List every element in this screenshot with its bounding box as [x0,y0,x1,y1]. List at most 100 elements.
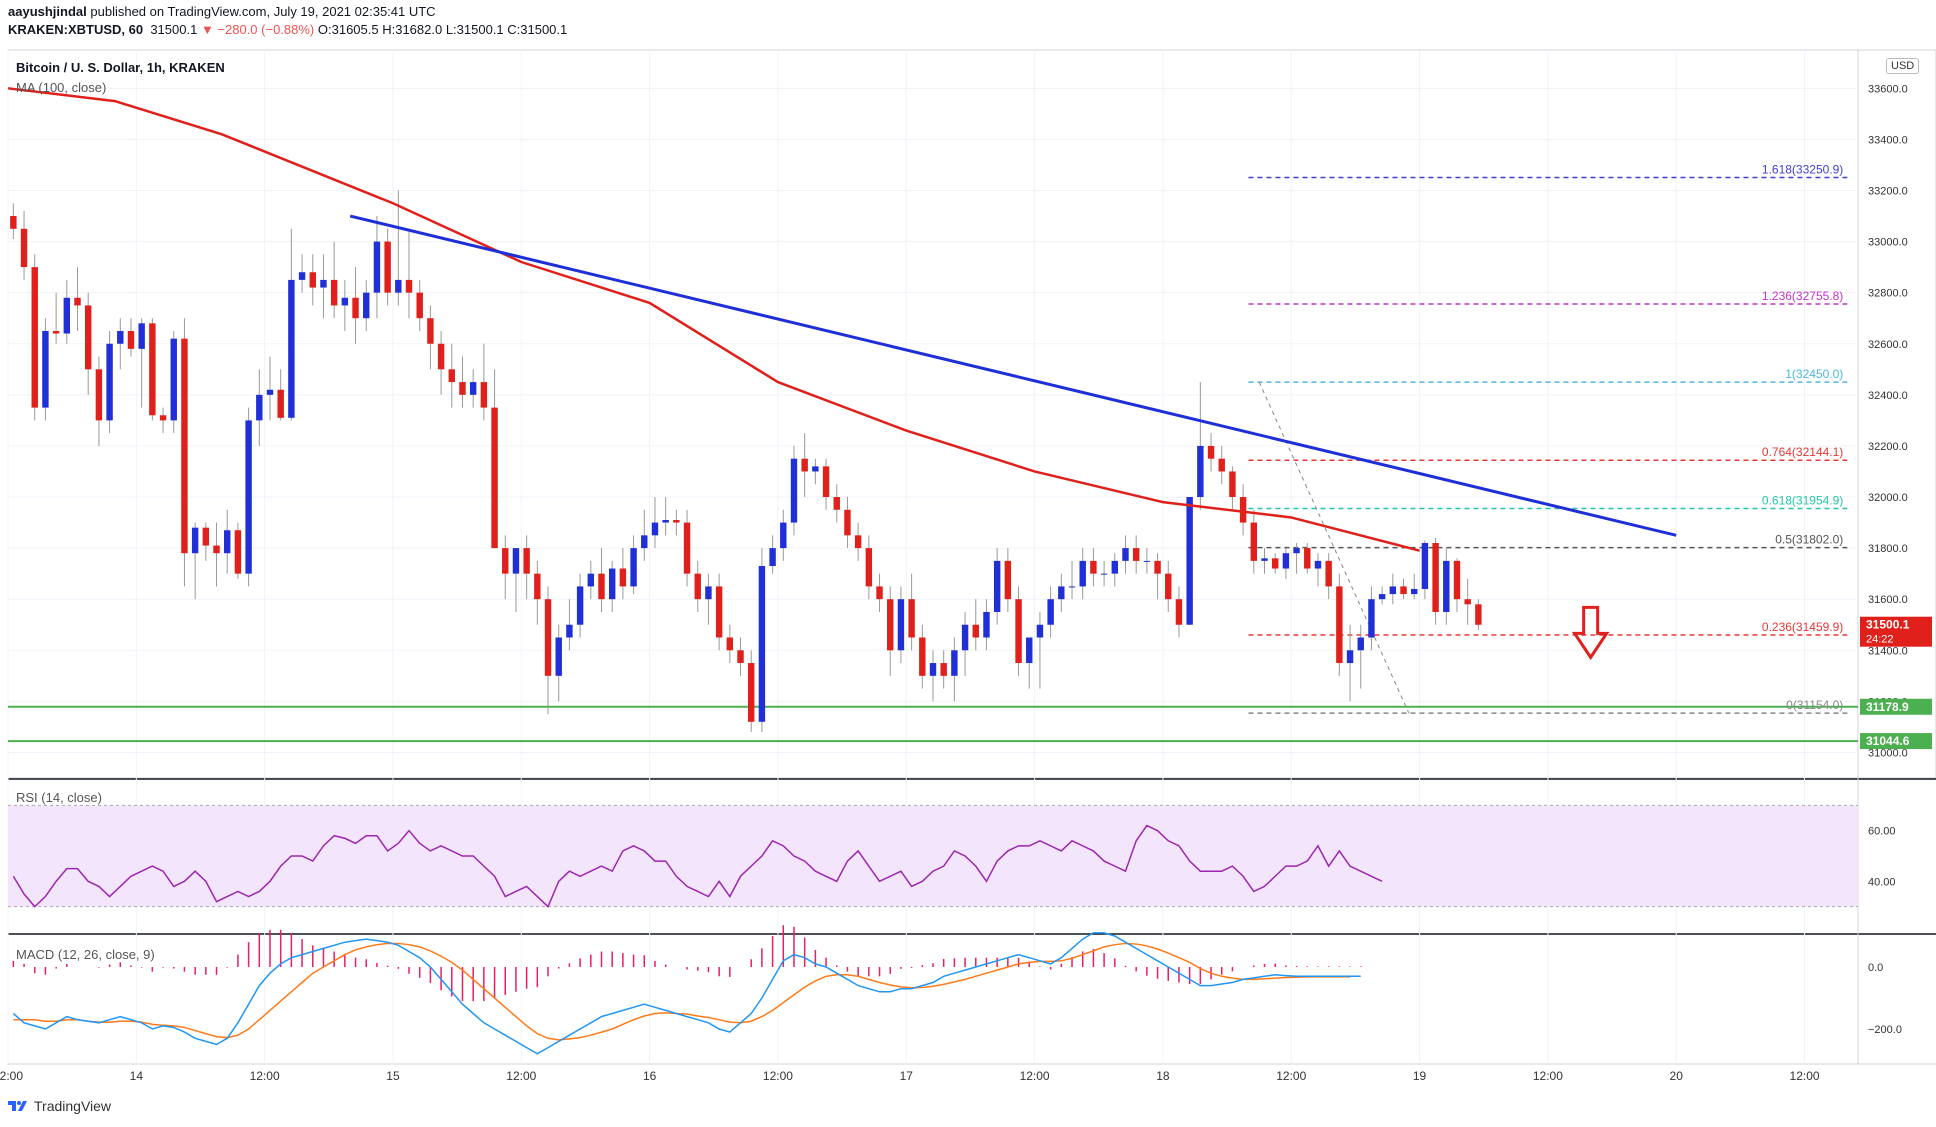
price-tick-label: 31800.0 [1868,543,1908,555]
candle-body [117,330,124,344]
candle-body [298,272,306,280]
candle-body [1271,558,1279,569]
candle-body [1250,522,1258,561]
candle-body [1026,637,1033,664]
candle-body [1368,599,1375,638]
time-tick-label: 19 [1413,1069,1427,1083]
candle-body [1421,542,1429,589]
rsi-line [12,824,1383,908]
candle-body [224,530,231,554]
candle-body [1068,586,1076,588]
publish-line: aayushjindal published on TradingView.co… [8,4,436,19]
candle-body [395,279,402,293]
time-tick-label: 14 [130,1069,144,1083]
candle-body [619,568,627,587]
bearish-trend-line [349,214,1677,537]
candle-body [1058,586,1065,600]
rsi-legend: RSI (14, close) [16,790,102,805]
candle-body [534,573,541,600]
candle-body [149,323,156,416]
candle-body [523,548,530,574]
price-tick-label: 33000.0 [1868,237,1908,249]
candle-body [951,650,958,676]
candle-body [341,297,349,306]
macd-signal-line [13,942,1351,1041]
branding-text: TradingView [34,1098,112,1114]
ohlc-values: O:31605.5 H:31682.0 L:31500.1 C:31500.1 [317,22,568,37]
candle-body [330,279,338,306]
candle-body [1132,548,1140,561]
candle-body [352,297,359,319]
candle-body [1015,599,1022,664]
candle-body [919,637,926,676]
candle-body [630,548,637,587]
time-tick-label: 18 [1156,1069,1170,1083]
publisher-name[interactable]: aayushjindal [8,4,87,19]
time-tick-label: 12:00 [250,1069,280,1083]
candle-body [234,530,242,574]
fib-level-label: 0.236(31459.9) [1762,620,1843,634]
symbol-line: KRAKEN:XBTUSD, 60 31500.1 ▼ −280.0 (−0.8… [8,22,567,37]
macd-line [12,932,1361,1055]
candle-body [245,420,252,574]
price-tag [1860,733,1932,750]
candle-body [416,292,423,319]
candle-body [662,520,669,523]
candle-body [897,599,905,651]
candle-body [694,573,701,600]
rsi-tick-label: 60.00 [1868,826,1896,838]
symbol: KRAKEN:XBTUSD, 60 [8,22,144,37]
candle-body [373,241,381,293]
candle-body [1304,548,1311,569]
currency-badge[interactable]: USD [1886,58,1920,74]
candle-body [1453,560,1461,600]
candle-body [84,305,92,370]
price-tick-label: 32800.0 [1868,288,1908,300]
candle-body [544,599,552,676]
tradingview-icon [8,1101,27,1111]
tradingview-logo[interactable]: TradingView [8,1098,111,1114]
candle-body [95,369,103,421]
candle-body [202,527,210,546]
candle-body [1154,560,1161,574]
time-tick-label: 20 [1670,1069,1684,1083]
candle-body [1079,560,1086,587]
candle-body [256,394,263,421]
candle-body [715,586,723,638]
macd-tick-label: −200.0 [1868,1024,1902,1036]
candle-body [1111,560,1118,574]
candle-body [1378,594,1386,600]
candle-body [42,330,49,408]
main-panel-frame [7,49,1936,779]
candle-body [587,573,595,587]
candle-body [993,560,1001,612]
candle-body [363,292,370,319]
candle-body [940,663,947,676]
price-tick-label: 33400.0 [1868,134,1908,146]
candle-body [555,637,562,676]
price-tick-label: 31000.0 [1868,747,1908,759]
time-tick-label: 12:00 [1790,1069,1820,1083]
price-tick-label: 31400.0 [1868,645,1908,657]
price-tick-label: 32200.0 [1868,441,1908,453]
candle-body [748,663,755,722]
price-tick-label: 33600.0 [1868,83,1908,95]
rsi-band [8,805,1858,907]
price-tag-label: 31178.9 [1866,700,1909,714]
price-tag [1860,698,1932,715]
candle-body [1432,542,1439,612]
price-tick-label: 33200.0 [1868,185,1908,197]
price-tag-label: 31044.6 [1866,734,1910,748]
price-tag-countdown: 24:22 [1866,634,1894,646]
candle-body [1325,560,1332,587]
candle-body [1336,586,1343,664]
time-tick-label: 12:00 [763,1069,793,1083]
rsi-tick-label: 40.00 [1868,876,1896,888]
candle-body [705,586,712,600]
candle-body [1357,637,1364,651]
candle-body [459,382,466,395]
time-tick-label: 16 [643,1069,657,1083]
candle-body [1314,560,1322,569]
candle-body [1122,548,1129,561]
